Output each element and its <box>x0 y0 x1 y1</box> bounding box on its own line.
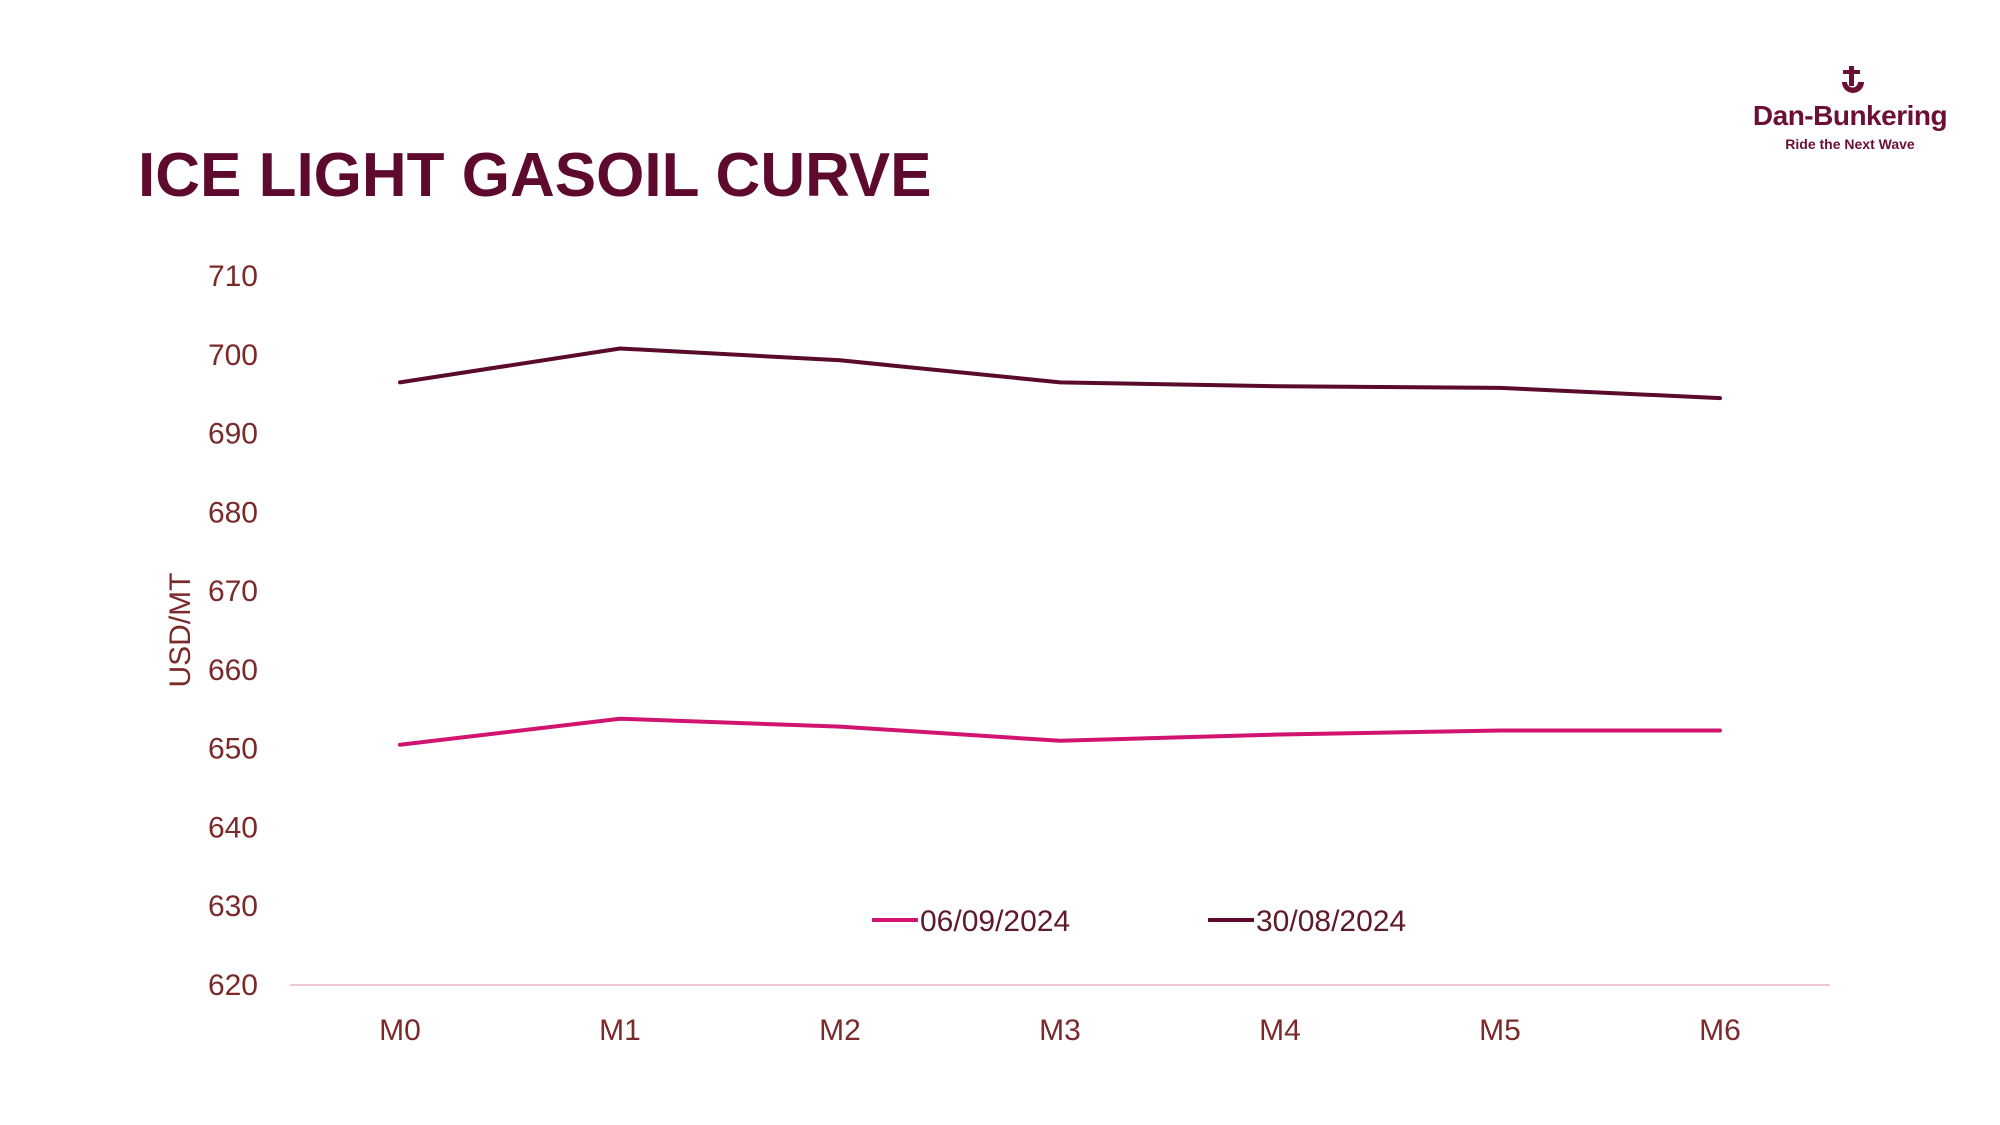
y-axis-ticks: 620 630 640 650 660 670 680 690 700 710 <box>208 260 258 1002</box>
page-title: ICE LIGHT GASOIL CURVE <box>138 141 932 210</box>
y-tick-label: 680 <box>208 496 258 529</box>
y-tick-label: 630 <box>208 890 258 923</box>
anchor-icon <box>1842 66 1864 93</box>
series-lines <box>398 346 1722 747</box>
x-axis-ticks: M0 M1 M2 M3 M4 M5 M6 <box>379 1014 1741 1047</box>
legend-label-1: 30/08/2024 <box>1256 905 1406 938</box>
brand-tagline: Ride the Next Wave <box>1785 136 1915 152</box>
x-tick-label: M5 <box>1479 1014 1521 1047</box>
x-tick-label: M0 <box>379 1014 421 1047</box>
series-line-1 <box>398 346 1722 401</box>
brand-name: Dan-Bunkering <box>1752 100 1948 131</box>
brand-logo: Dan-Bunkering Ride the Next Wave <box>1740 66 1960 156</box>
y-tick-label: 660 <box>208 654 258 687</box>
y-tick-label: 670 <box>208 575 258 608</box>
x-tick-label: M6 <box>1699 1014 1741 1047</box>
y-tick-label: 710 <box>208 260 258 293</box>
legend: 06/09/2024 30/08/2024 <box>872 905 1406 938</box>
x-tick-label: M4 <box>1259 1014 1301 1047</box>
x-tick-label: M1 <box>599 1014 641 1047</box>
y-tick-label: 620 <box>208 969 258 1002</box>
x-tick-label: M3 <box>1039 1014 1081 1047</box>
legend-label-0: 06/09/2024 <box>920 905 1070 938</box>
series-line-0 <box>398 716 1722 747</box>
y-axis-title: USD/MT <box>164 573 197 688</box>
y-tick-label: 640 <box>208 811 258 844</box>
y-tick-label: 690 <box>208 418 258 451</box>
x-tick-label: M2 <box>819 1014 861 1047</box>
y-tick-label: 650 <box>208 733 258 766</box>
y-tick-label: 700 <box>208 339 258 372</box>
